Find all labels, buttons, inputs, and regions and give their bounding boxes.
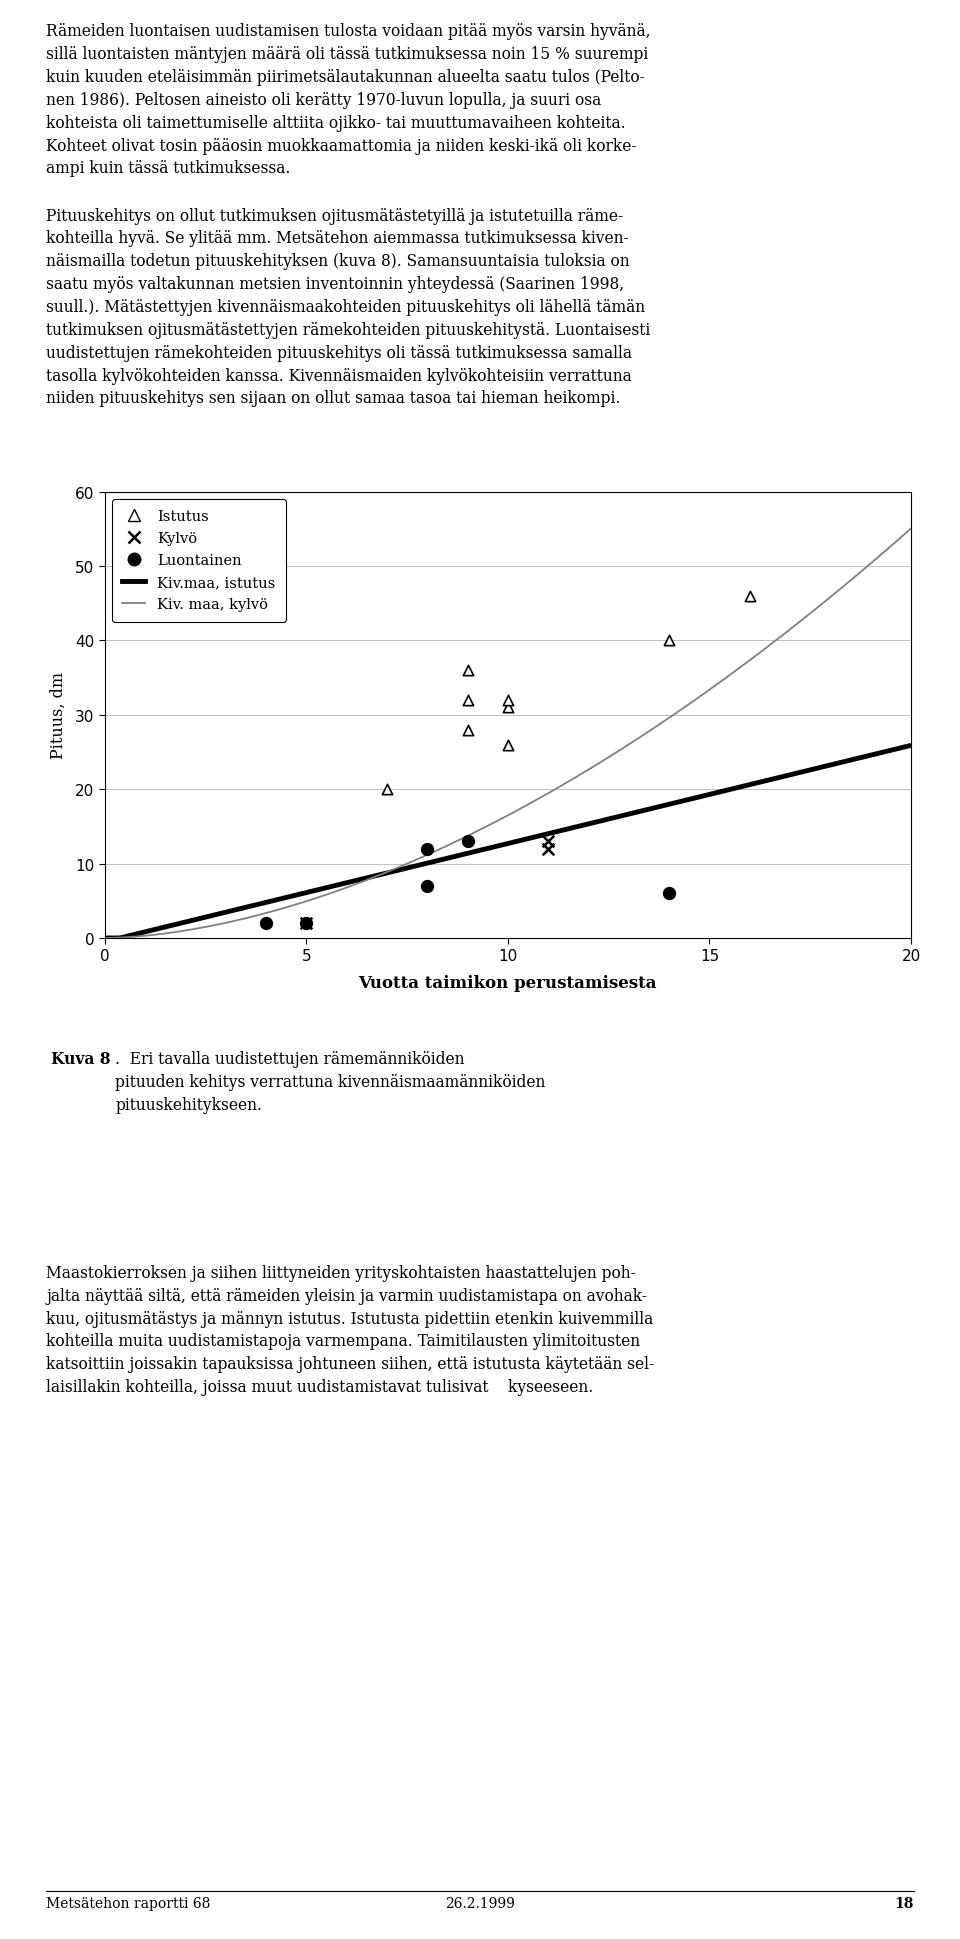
Point xyxy=(379,774,395,805)
Point xyxy=(258,907,274,938)
Point xyxy=(299,907,314,938)
Point xyxy=(500,729,516,760)
Legend: Istutus, Kylvö, Luontainen, Kiv.maa, istutus, Kiv. maa, kylvö: Istutus, Kylvö, Luontainen, Kiv.maa, ist… xyxy=(112,500,285,622)
Point xyxy=(460,826,475,857)
Point xyxy=(420,871,435,902)
Point xyxy=(299,907,314,938)
Point xyxy=(661,878,677,909)
Point xyxy=(420,834,435,865)
Text: Kuva 8: Kuva 8 xyxy=(51,1051,110,1068)
Text: Maastokierroksen ja siihen liittyneiden yrityskohtaisten haastattelujen poh-
jal: Maastokierroksen ja siihen liittyneiden … xyxy=(46,1264,654,1396)
Point xyxy=(460,684,475,715)
Text: .  Eri tavalla uudistettujen rämemänniköiden
pituuden kehitys verrattuna kivennä: . Eri tavalla uudistettujen rämemänniköi… xyxy=(115,1051,545,1113)
Point xyxy=(540,834,556,865)
Y-axis label: Pituus, dm: Pituus, dm xyxy=(50,673,66,758)
Point xyxy=(500,692,516,723)
Point xyxy=(460,655,475,686)
Text: 18: 18 xyxy=(895,1896,914,1910)
Point xyxy=(460,715,475,747)
Text: Rämeiden luontaisen uudistamisen tulosta voidaan pitää myös varsin hyvänä,
sillä: Rämeiden luontaisen uudistamisen tulosta… xyxy=(46,23,651,176)
Text: Pituuskehitys on ollut tutkimuksen ojitusmätästetyillä ja istutetuilla räme-
koh: Pituuskehitys on ollut tutkimuksen ojitu… xyxy=(46,207,650,407)
Point xyxy=(742,582,757,613)
X-axis label: Vuotta taimikon perustamisesta: Vuotta taimikon perustamisesta xyxy=(359,975,657,993)
Point xyxy=(540,826,556,857)
Point xyxy=(500,684,516,715)
Text: 26.2.1999: 26.2.1999 xyxy=(445,1896,515,1910)
Text: Metsätehon raportti 68: Metsätehon raportti 68 xyxy=(46,1896,210,1910)
Point xyxy=(661,626,677,657)
